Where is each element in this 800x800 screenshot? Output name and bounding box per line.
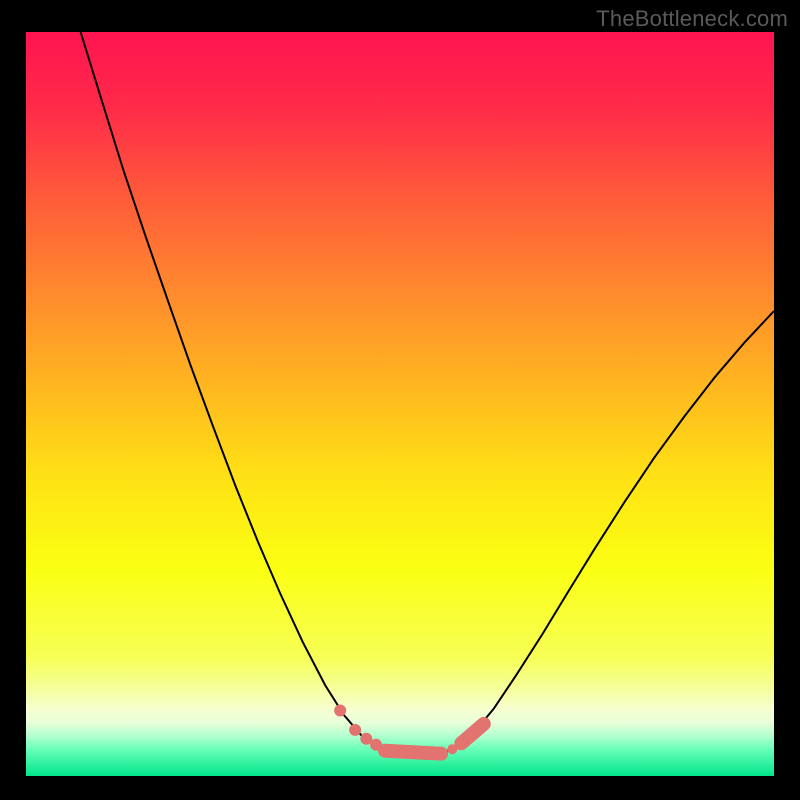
- marker-segment: [385, 751, 441, 754]
- marker-dot: [447, 744, 457, 754]
- marker-dot: [370, 739, 382, 751]
- bottleneck-chart: [0, 0, 800, 800]
- chart-frame: TheBottleneck.com: [0, 0, 800, 800]
- marker-dot: [349, 724, 361, 736]
- marker-dot: [334, 705, 346, 717]
- gradient-background: [26, 32, 774, 776]
